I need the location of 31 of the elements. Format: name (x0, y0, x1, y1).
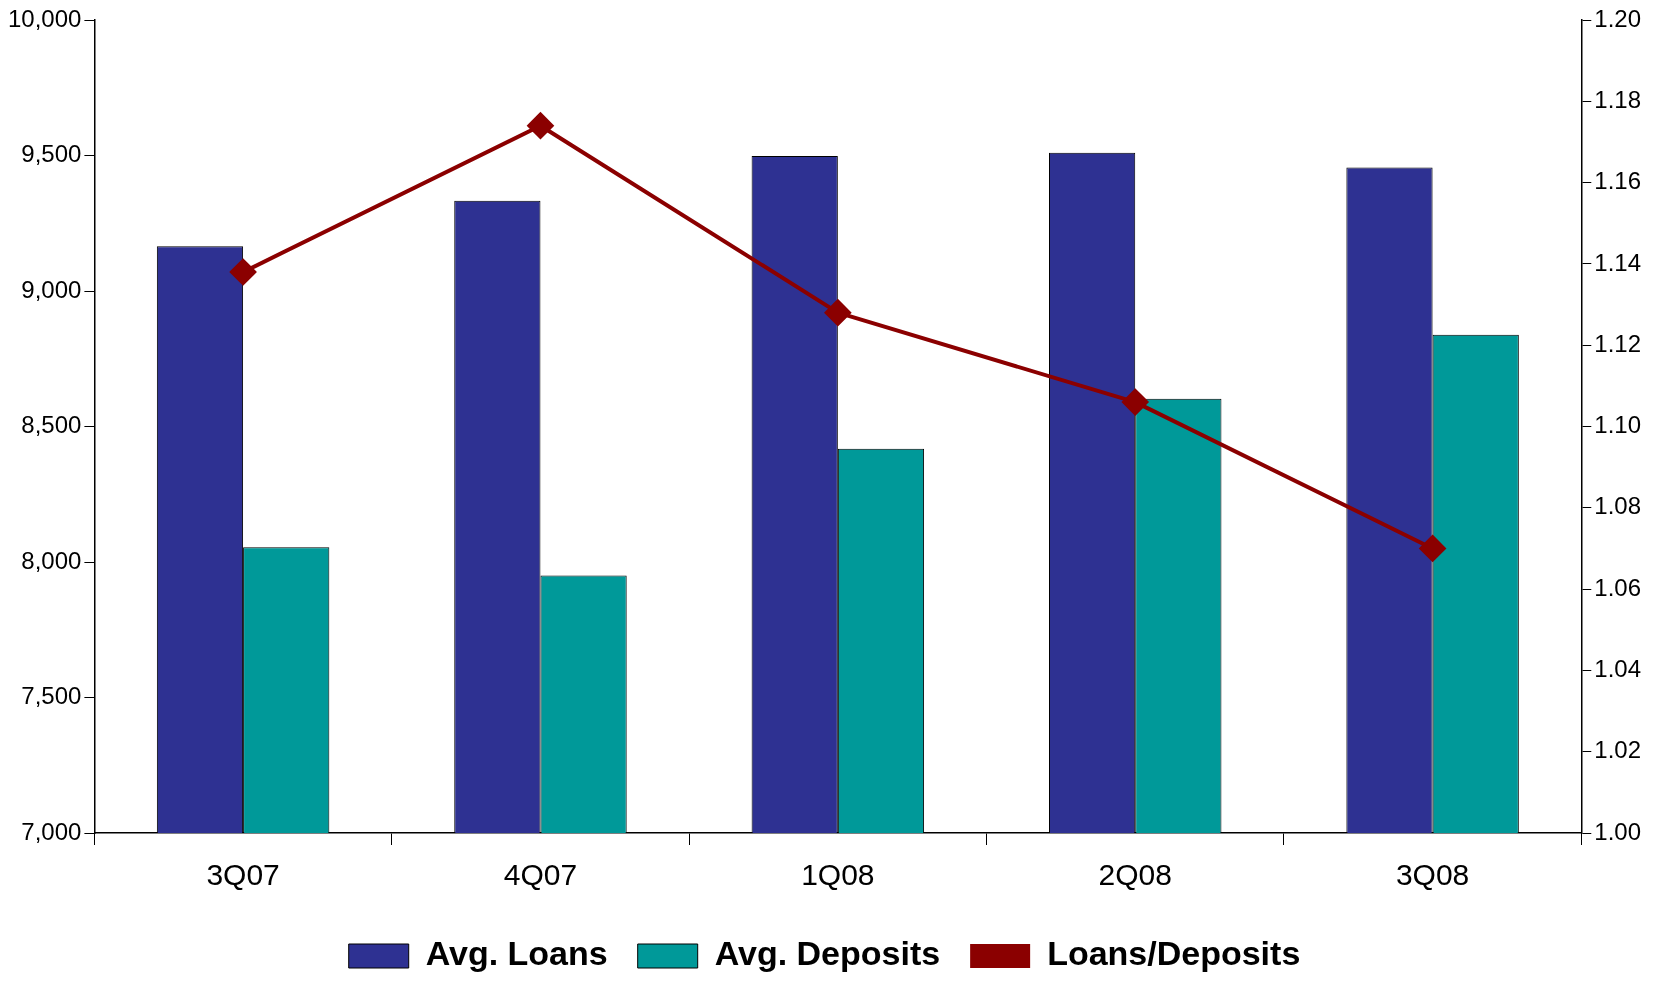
y2-tick-label: 1.06 (1594, 573, 1642, 601)
y2-tick-label: 1.02 (1594, 736, 1642, 764)
y-tick-label: 8,000 (21, 546, 82, 574)
y-tick-label: 7,500 (21, 682, 82, 710)
point (527, 112, 554, 139)
y-tick-label: 9,000 (21, 275, 82, 303)
x-tick-label: 4Q07 (503, 858, 578, 892)
y2-tick-label: 1.04 (1594, 655, 1642, 683)
x-tick-label: 3Q08 (1395, 858, 1470, 892)
y2-tick-label: 1.20 (1594, 4, 1642, 32)
x-tick-label: 3Q07 (206, 858, 280, 892)
point (230, 259, 257, 286)
point (824, 299, 851, 326)
point (1122, 389, 1149, 416)
y-tick-label: 8,500 (21, 411, 82, 439)
y2-tick-label: 1.14 (1594, 248, 1642, 276)
y2-tick-label: 1.18 (1594, 85, 1642, 113)
legend-label: Avg. Deposits (714, 934, 941, 973)
y-tick-label: 10,000 (8, 4, 82, 32)
point (1419, 535, 1446, 562)
y2-tick-label: 1.08 (1594, 492, 1642, 520)
y-tick-label: 7,000 (21, 817, 82, 845)
x-tick-label: 1Q08 (801, 858, 875, 892)
legend-label: Loans/Deposits (1047, 934, 1301, 973)
legend-label: Avg. Loans (425, 934, 608, 973)
y-tick-label: 9,500 (21, 140, 82, 168)
y2-tick-label: 1.10 (1594, 411, 1642, 439)
y2-tick-label: 1.00 (1594, 817, 1642, 845)
x-tick-label: 2Q08 (1098, 858, 1172, 892)
y2-tick-label: 1.12 (1594, 329, 1642, 357)
y2-tick-label: 1.16 (1594, 167, 1642, 195)
